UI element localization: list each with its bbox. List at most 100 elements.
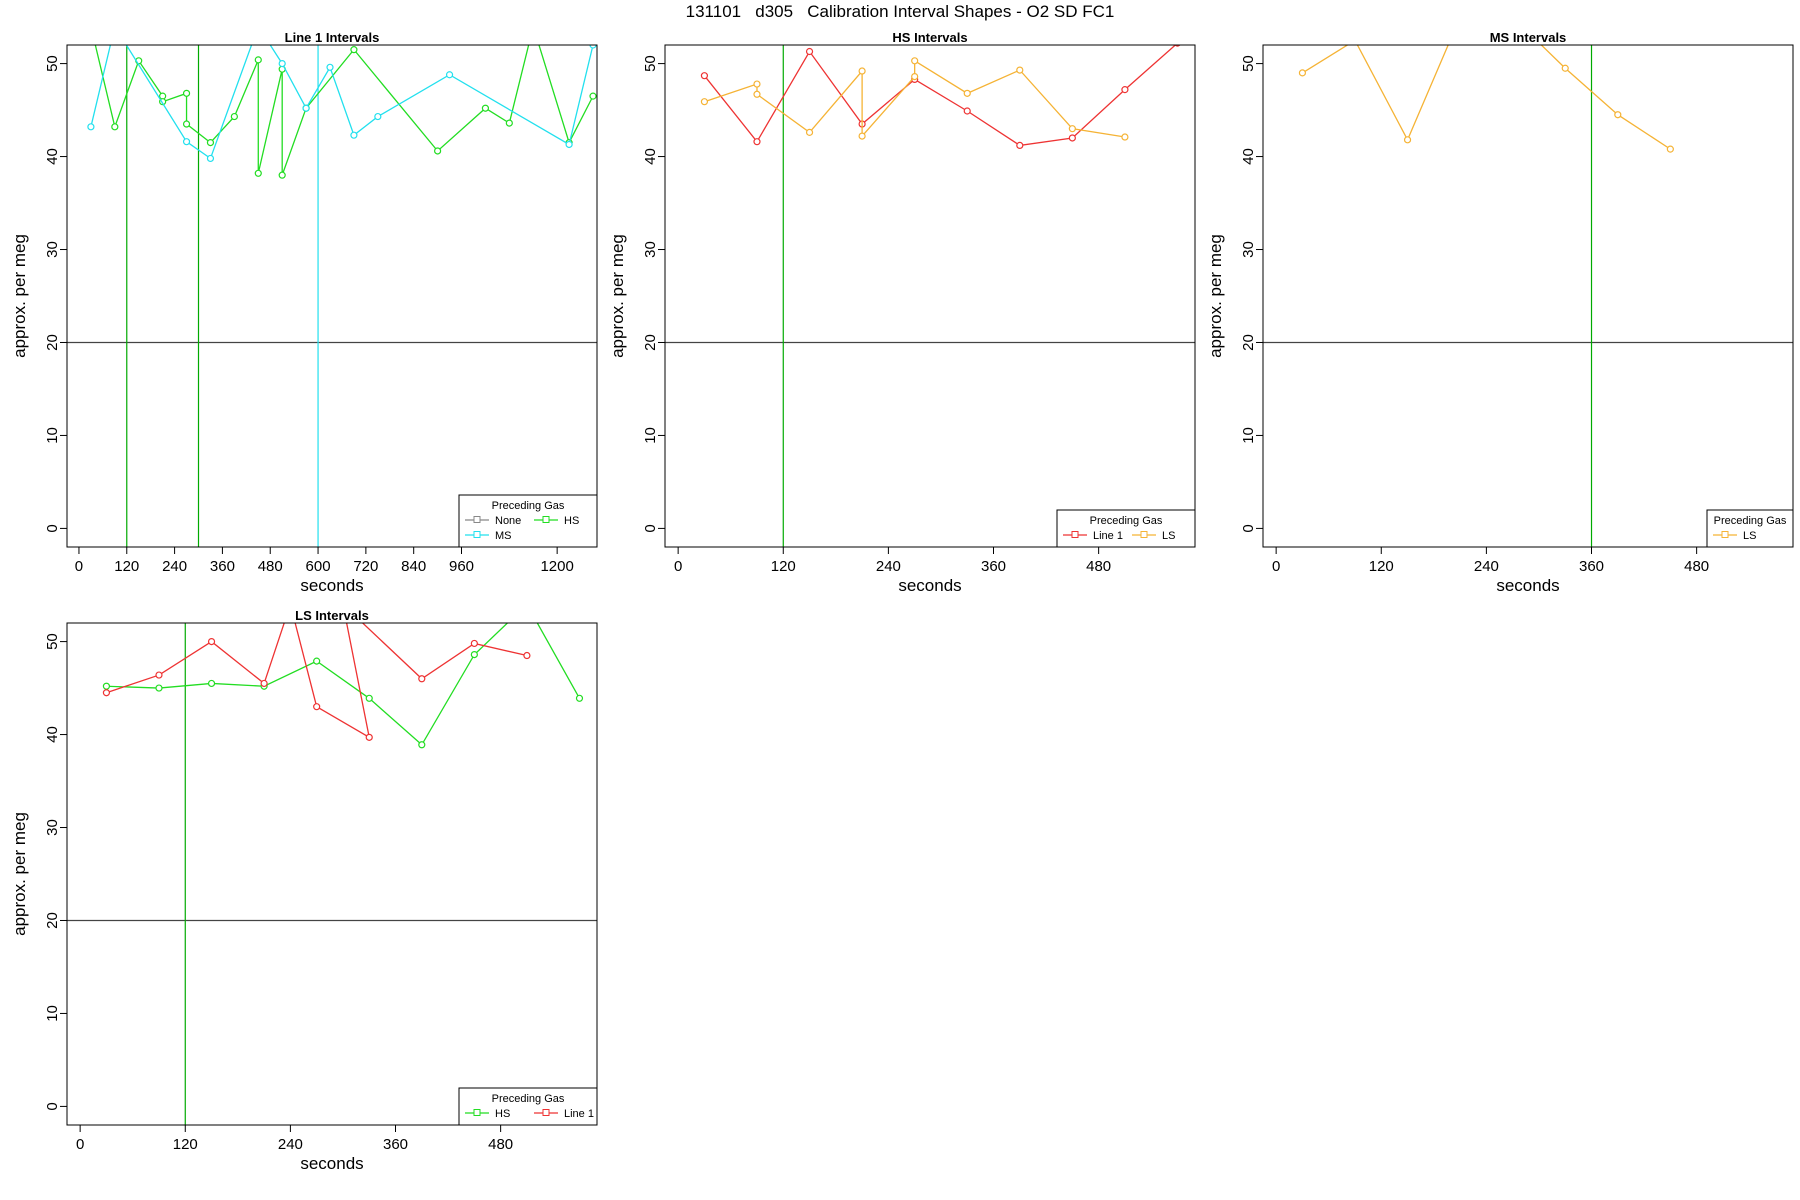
series-line <box>703 45 1177 147</box>
data-point <box>182 120 191 128</box>
data-point <box>434 147 442 155</box>
data-point <box>255 23 261 29</box>
data-point <box>1457 14 1463 20</box>
legend-entry-label: LS <box>1162 530 1175 542</box>
x-tick-label: 360 <box>1579 558 1604 575</box>
series-line <box>90 45 594 160</box>
data-point <box>753 80 761 88</box>
plot-frame <box>1262 44 1794 548</box>
x-tick-label: 480 <box>1684 558 1709 575</box>
y-axis-label: approx. per meg <box>10 234 29 358</box>
data-point <box>1121 86 1129 94</box>
x-tick-label: 360 <box>210 558 235 575</box>
chart-panel-3: MS Intervals 0 120 240 360 480 0 10 20 30 40 50 seco… <box>1206 14 1794 595</box>
data-point <box>326 63 334 71</box>
chart-title: LS Intervals <box>295 608 369 623</box>
data-point <box>182 138 191 146</box>
x-axis-label: seconds <box>300 1154 363 1173</box>
legend-swatch-marker <box>473 1109 481 1116</box>
chart-title: MS Intervals <box>1490 30 1567 45</box>
y-axis-label: approx. per meg <box>608 234 627 358</box>
data-point <box>700 98 709 106</box>
legend-swatch-marker <box>1140 531 1148 538</box>
chart-title: HS Intervals <box>892 30 967 45</box>
data-point <box>1068 134 1076 142</box>
y-tick-label: 0 <box>1240 524 1257 532</box>
legend-swatch-marker <box>473 516 481 523</box>
reference-lines <box>67 623 597 1125</box>
x-tick-label: 1200 <box>540 558 573 575</box>
x-tick-label: 480 <box>1086 558 1111 575</box>
legend-title: Preceding Gas <box>492 1093 565 1105</box>
series-line-1 <box>102 623 531 741</box>
x-tick-label: 0 <box>76 1136 84 1153</box>
data-point <box>700 72 709 80</box>
series-line <box>704 59 1126 138</box>
data-point <box>481 104 490 112</box>
data-point <box>418 741 426 749</box>
plot-frame <box>66 622 598 1126</box>
figure-title: 131101 d305 Calibration Interval Shapes … <box>685 2 1115 21</box>
x-tick-label: 120 <box>771 558 796 575</box>
data-point <box>155 684 163 692</box>
reference-lines <box>665 45 1195 547</box>
data-point <box>805 47 814 56</box>
plot-frame <box>664 44 1196 548</box>
y-tick-label: 0 <box>642 524 659 532</box>
legend: Preceding Gas Line 1 LS <box>1056 509 1196 548</box>
legend: Preceding Gas HS Line 1 <box>458 1087 598 1126</box>
legend-title: Preceding Gas <box>1090 515 1163 527</box>
legend-box <box>458 494 598 548</box>
data-point <box>278 59 286 68</box>
x-tick-label: 360 <box>981 558 1006 575</box>
data-point <box>88 23 94 29</box>
data-point <box>530 23 536 29</box>
data-point <box>365 733 373 741</box>
x-tick-label: 600 <box>306 558 331 575</box>
y-tick-label: 50 <box>44 633 61 650</box>
chart-panel-2: HS Intervals 0 120 240 360 480 0 10 20 30 40 50 seco… <box>608 30 1196 595</box>
y-tick-label: 20 <box>1240 334 1257 351</box>
data-point <box>313 657 321 665</box>
chart-title: Line 1 Intervals <box>285 30 380 45</box>
series-line <box>1302 45 1671 150</box>
data-point <box>365 694 373 702</box>
data-point <box>1121 133 1129 141</box>
data-point <box>911 73 919 81</box>
data-point <box>418 675 426 683</box>
legend-box <box>1056 509 1196 548</box>
data-point <box>470 651 478 659</box>
data-point <box>112 23 118 29</box>
data-point <box>1561 64 1569 72</box>
x-axis-label: seconds <box>1496 576 1559 595</box>
x-tick-label: 720 <box>353 558 378 575</box>
data-point <box>230 112 238 121</box>
x-tick-label: 240 <box>162 558 187 575</box>
y-tick-label: 50 <box>1240 55 1257 72</box>
x-tick-label: 960 <box>449 558 474 575</box>
chart-panel-1: Line 1 Intervals 0 120 240 360 480 600 720 840 96… <box>10 23 598 595</box>
y-tick-label: 10 <box>1240 427 1257 444</box>
data-point <box>102 689 111 697</box>
data-point <box>805 128 814 136</box>
data-point <box>1666 145 1674 153</box>
data-point <box>963 89 971 97</box>
data-point <box>254 169 262 177</box>
y-tick-label: 50 <box>44 55 61 72</box>
x-tick-label: 120 <box>173 1136 198 1153</box>
y-tick-label: 30 <box>44 241 61 258</box>
y-tick-label: 20 <box>44 334 61 351</box>
data-point <box>858 67 866 75</box>
y-tick-label: 40 <box>44 726 61 743</box>
series-hs <box>102 601 584 749</box>
data-point <box>753 90 761 98</box>
data-point <box>505 119 513 127</box>
data-point <box>374 112 382 121</box>
y-tick-label: 30 <box>1240 241 1257 258</box>
data-point <box>445 71 454 79</box>
legend-entry-label: HS <box>564 515 579 527</box>
series-ms <box>87 23 597 163</box>
data-point <box>565 140 573 149</box>
data-point <box>524 601 530 607</box>
